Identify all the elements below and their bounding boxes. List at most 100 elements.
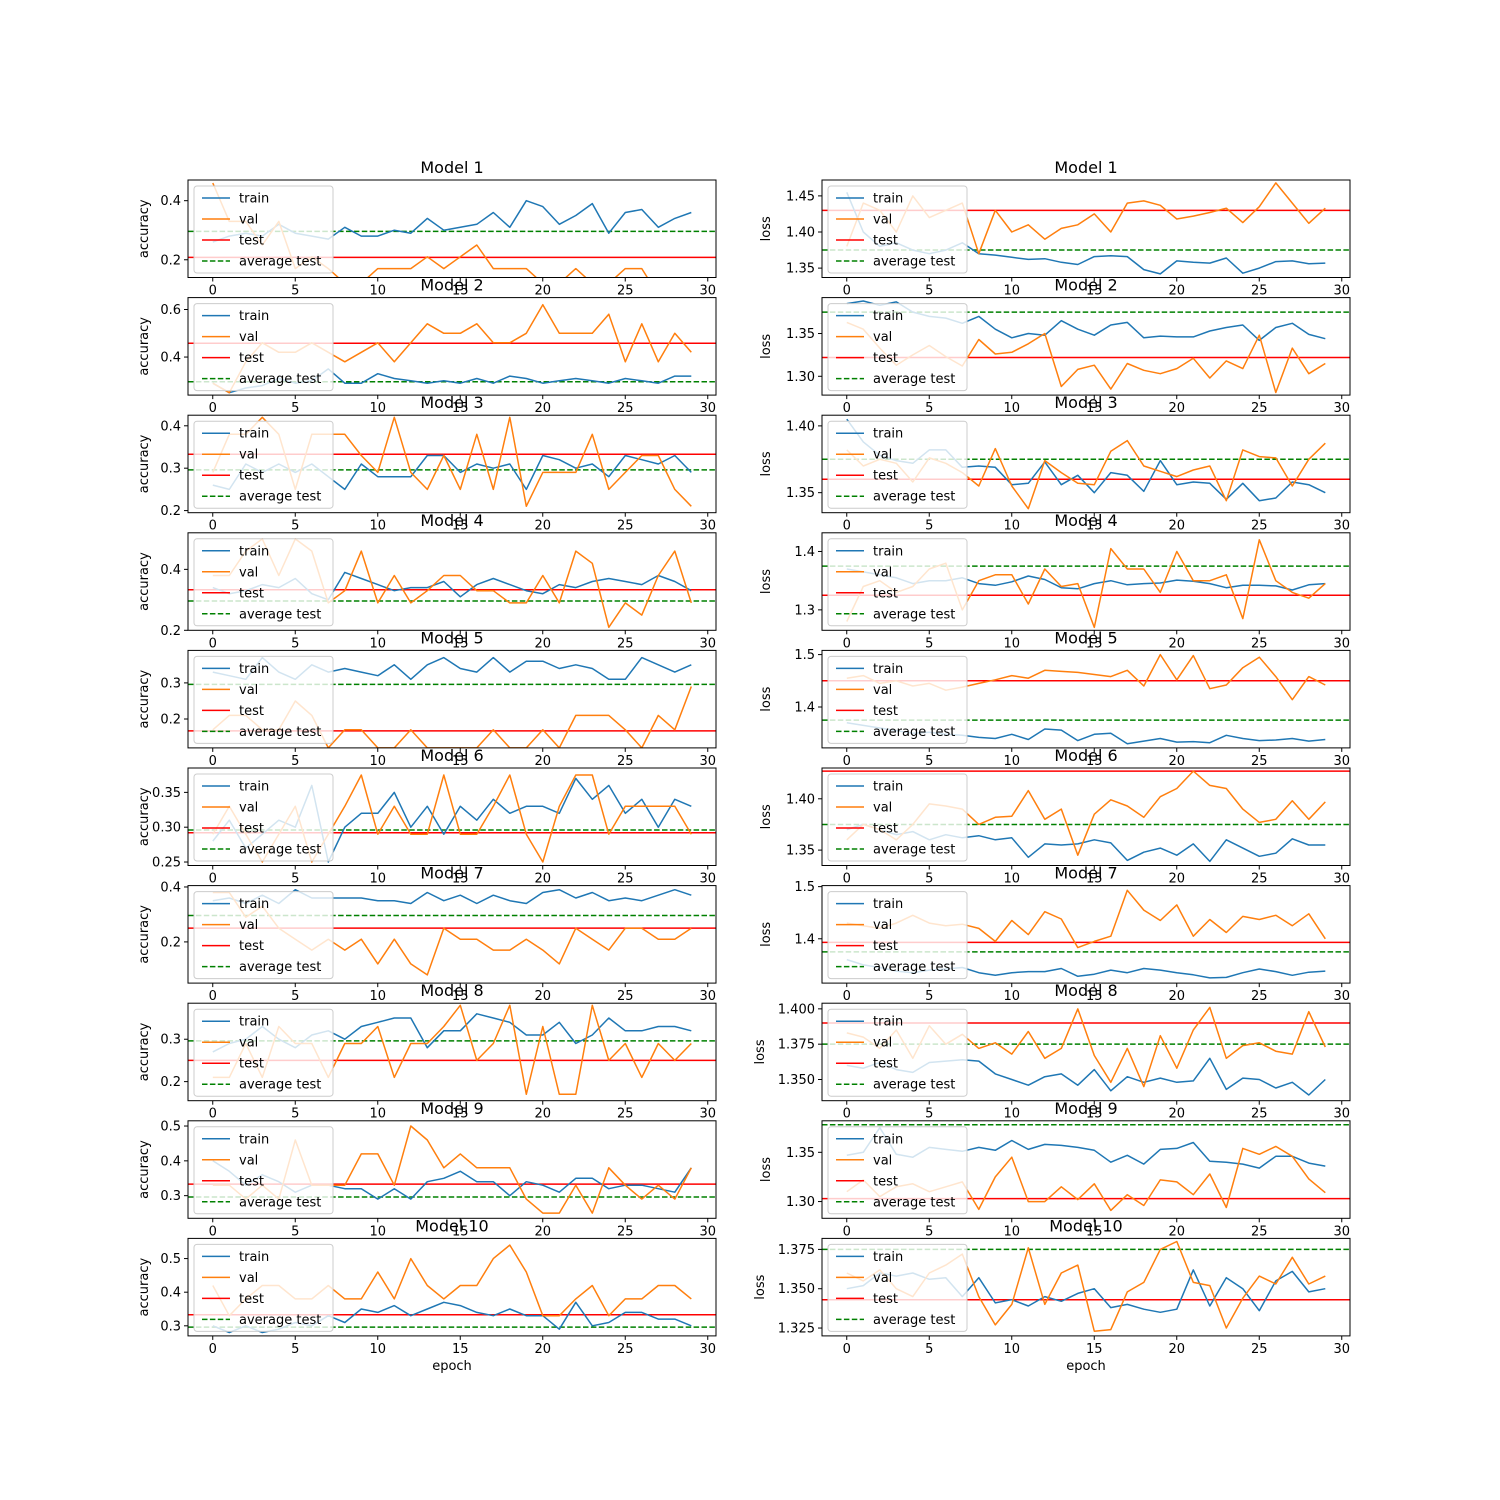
x-tick-label: 15 <box>1086 989 1103 1004</box>
x-tick-label: 30 <box>699 284 716 299</box>
panel-title: Model 8 <box>1054 981 1117 1000</box>
panel-loss-7: 0 5 10 15 20 25 30 1.4 1.5 loss Model 7 train val tes… <box>759 864 1351 1004</box>
legend-label-test: test <box>873 1174 898 1189</box>
x-tick-label: 20 <box>534 754 551 769</box>
x-tick-label: 10 <box>369 872 386 887</box>
legend-label-val: val <box>239 918 258 933</box>
y-tick-label: 0.4 <box>160 563 181 578</box>
x-tick-label: 30 <box>1333 1224 1350 1239</box>
x-tick-label: 25 <box>617 1107 634 1122</box>
y-tick-label: 0.4 <box>160 880 181 895</box>
legend-label-train: train <box>873 192 903 207</box>
x-tick-label: 25 <box>1251 754 1268 769</box>
panel-title: Model 10 <box>415 1216 488 1235</box>
x-tick-label: 10 <box>1003 1224 1020 1239</box>
legend-label-test: test <box>239 939 264 954</box>
legend-label-average-test: average test <box>239 725 321 740</box>
x-tick-label: 15 <box>1086 1107 1103 1122</box>
legend: train val test average test <box>193 891 334 980</box>
legend-label-train: train <box>239 192 269 207</box>
x-tick-label: 0 <box>209 636 217 651</box>
x-tick-label: 0 <box>209 989 217 1004</box>
x-tick-label: 25 <box>617 1342 634 1357</box>
x-tick-label: 15 <box>1086 872 1103 887</box>
legend-label-test: test <box>873 234 898 249</box>
legend-label-average-test: average test <box>873 255 955 270</box>
legend-box <box>827 185 968 274</box>
legend-label-average-test: average test <box>873 1195 955 1210</box>
x-tick-label: 10 <box>369 519 386 534</box>
x-tick-label: 10 <box>1003 754 1020 769</box>
legend-box <box>193 891 334 980</box>
legend-box <box>193 773 334 862</box>
y-tick-label: 0.6 <box>160 303 181 318</box>
x-tick-label: 15 <box>452 1342 469 1357</box>
axes-frame <box>187 297 717 396</box>
legend-label-test: test <box>239 822 264 837</box>
legend-label-test: test <box>873 1057 898 1072</box>
legend: train val test average test <box>827 1243 968 1332</box>
legend-label-average-test: average test <box>239 1313 321 1328</box>
legend-label-val: val <box>239 801 258 816</box>
axes-frame <box>187 649 717 749</box>
x-tick-label: 25 <box>617 872 634 887</box>
legend-label-val: val <box>873 918 892 933</box>
y-axis-label: accuracy <box>137 670 152 729</box>
x-tick-label: 25 <box>1251 1224 1268 1239</box>
panel-accuracy-5: 0 5 10 15 20 25 30 0.2 0.3 accuracy Model 5 train va… <box>137 628 717 769</box>
axes-frame <box>187 885 717 984</box>
x-tick-label: 10 <box>1003 1342 1020 1357</box>
y-tick-label: 1.400 <box>778 1002 815 1017</box>
legend-label-val: val <box>873 1036 892 1051</box>
x-tick-label: 15 <box>452 1224 469 1239</box>
x-tick-label: 30 <box>699 401 716 416</box>
legend-box <box>827 891 968 980</box>
legend-label-average-test: average test <box>873 960 955 975</box>
legend-label-average-test: average test <box>239 372 321 387</box>
panel-accuracy-3: 0 5 10 15 20 25 30 0.2 0.3 0.4 accuracy Model 3 trai… <box>137 393 717 534</box>
legend-label-average-test: average test <box>873 607 955 622</box>
legend-label-test: test <box>873 586 898 601</box>
panel-loss-5: 0 5 10 15 20 25 30 1.4 1.5 loss Model 5 train val tes… <box>759 628 1351 769</box>
legend: train val test average test <box>827 655 968 744</box>
legend-box <box>827 655 968 744</box>
panel-title: Model 3 <box>1054 393 1117 412</box>
legend-label-val: val <box>239 565 258 580</box>
y-axis-label: loss <box>759 686 774 711</box>
legend-box <box>827 538 968 627</box>
x-tick-label: 25 <box>1251 872 1268 887</box>
legend-box <box>193 420 334 509</box>
x-tick-label: 30 <box>699 519 716 534</box>
legend-label-average-test: average test <box>873 843 955 858</box>
x-tick-label: 20 <box>1168 1224 1185 1239</box>
x-tick-label: 0 <box>209 1224 217 1239</box>
x-tick-label: 0 <box>209 872 217 887</box>
x-tick-label: 30 <box>1333 1107 1350 1122</box>
x-tick-label: 0 <box>843 401 851 416</box>
axes-frame <box>821 1237 1351 1337</box>
x-tick-label: 10 <box>369 754 386 769</box>
legend-label-val: val <box>873 1271 892 1286</box>
legend: train val test average test <box>827 891 968 980</box>
x-tick-label: 0 <box>843 872 851 887</box>
legend-label-train: train <box>239 780 269 795</box>
x-tick-label: 10 <box>1003 989 1020 1004</box>
panel-title: Model 1 <box>420 158 483 177</box>
legend: train val test average test <box>827 773 968 862</box>
y-axis-label: loss <box>759 334 774 359</box>
x-tick-label: 15 <box>452 401 469 416</box>
x-tick-label: 20 <box>1168 872 1185 887</box>
legend-label-test: test <box>873 939 898 954</box>
x-tick-label: 0 <box>843 1224 851 1239</box>
legend: train val test average test <box>827 1008 968 1097</box>
y-tick-label: 1.30 <box>786 370 815 385</box>
legend-label-train: train <box>873 427 903 442</box>
axes-frame <box>187 532 717 631</box>
y-tick-label: 1.35 <box>786 486 815 501</box>
legend-box <box>193 1008 334 1097</box>
x-tick-label: 10 <box>1003 519 1020 534</box>
x-tick-label: 10 <box>369 401 386 416</box>
y-tick-label: 0.3 <box>160 462 181 477</box>
legend-label-val: val <box>239 448 258 463</box>
